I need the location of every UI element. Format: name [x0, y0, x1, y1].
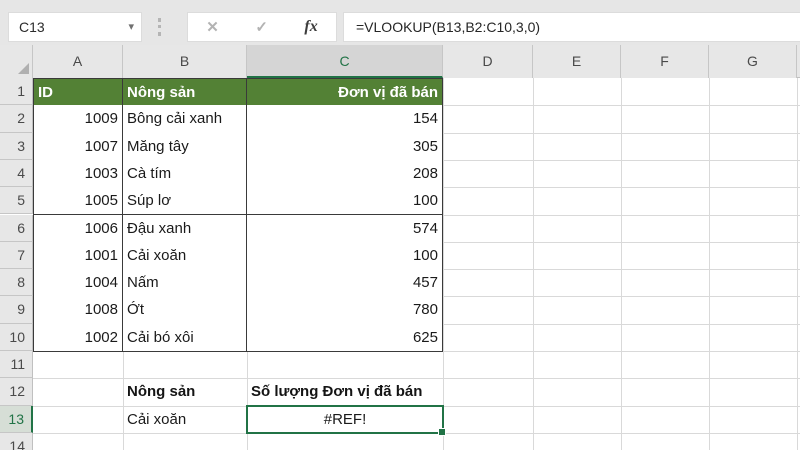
cell-A10[interactable]: 1002 — [33, 323, 123, 352]
cell-C10[interactable]: 625 — [247, 323, 443, 352]
row-header-5[interactable]: 5 — [0, 187, 33, 215]
cell-C1[interactable]: Đơn vị đã bán — [247, 78, 443, 107]
cell-C4[interactable]: 208 — [247, 159, 443, 189]
row-header-13[interactable]: 13 — [0, 405, 33, 433]
cell-A5[interactable]: 1005 — [33, 187, 123, 216]
cell-B13[interactable]: Cải xoăn — [127, 410, 187, 428]
name-box-value: C13 — [19, 19, 45, 35]
cell-B9[interactable]: Ớt — [123, 296, 247, 325]
cell-C8[interactable]: 457 — [247, 269, 443, 298]
cell-A4[interactable]: 1003 — [33, 159, 123, 189]
cell-B3[interactable]: Măng tây — [123, 132, 247, 161]
column-header-A[interactable]: A — [33, 45, 123, 78]
cell-A1[interactable]: ID — [33, 78, 123, 107]
name-box-dropdown-icon[interactable]: ▾ — [128, 21, 134, 33]
selection-box[interactable] — [246, 404, 446, 436]
cell-C6[interactable]: 574 — [247, 214, 443, 243]
cell-A7[interactable]: 1001 — [33, 241, 123, 271]
cell-B12[interactable]: Nông sản — [127, 383, 196, 401]
cell-B4[interactable]: Cà tím — [123, 159, 247, 189]
cell-C2[interactable]: 154 — [247, 105, 443, 134]
formula-bar-area: C13 ▾ ✕ ✓ fx =VLOOKUP(B13,B2:C10,3,0) — [0, 0, 800, 45]
gridline-vertical — [797, 78, 798, 450]
column-header-B[interactable]: B — [123, 45, 247, 78]
cell-B6[interactable]: Đậu xanh — [123, 214, 247, 243]
row-header-3[interactable]: 3 — [0, 132, 33, 160]
cell-B10[interactable]: Cải bó xôi — [123, 323, 247, 352]
cell-B5[interactable]: Súp lơ — [123, 187, 247, 216]
enter-icon[interactable]: ✓ — [255, 19, 268, 36]
cell-C7[interactable]: 100 — [247, 241, 443, 271]
column-header-F[interactable]: F — [621, 45, 709, 78]
cell-C5[interactable]: 100 — [247, 187, 443, 216]
cell-B2[interactable]: Bông cải xanh — [123, 105, 247, 134]
row-header-7[interactable]: 7 — [0, 241, 33, 270]
column-header-D[interactable]: D — [443, 45, 533, 78]
cell-C3[interactable]: 305 — [247, 132, 443, 161]
row-header-8[interactable]: 8 — [0, 269, 33, 297]
row-header-9[interactable]: 9 — [0, 296, 33, 324]
row-header-10[interactable]: 10 — [0, 323, 33, 351]
cell-B7[interactable]: Cải xoăn — [123, 241, 247, 271]
select-all-triangle-icon — [18, 63, 29, 74]
column-header-G[interactable]: G — [709, 45, 797, 78]
row-header-14[interactable]: 14 — [0, 432, 33, 450]
row-header-2[interactable]: 2 — [0, 105, 33, 133]
cell-A9[interactable]: 1008 — [33, 296, 123, 325]
gridline-vertical — [621, 78, 622, 450]
formula-input[interactable]: =VLOOKUP(B13,B2:C10,3,0) — [343, 12, 800, 42]
cell-A8[interactable]: 1004 — [33, 269, 123, 298]
formula-text: =VLOOKUP(B13,B2:C10,3,0) — [356, 19, 541, 35]
gridline-vertical — [533, 78, 534, 450]
cell-A6[interactable]: 1006 — [33, 214, 123, 243]
cell-C13[interactable]: #REF! — [323, 410, 367, 428]
cancel-icon[interactable]: ✕ — [206, 19, 219, 36]
cell-A2[interactable]: 1009 — [33, 105, 123, 134]
cell-B1[interactable]: Nông sản — [123, 78, 247, 107]
cell-A3[interactable]: 1007 — [33, 132, 123, 161]
cell-C9[interactable]: 780 — [247, 296, 443, 325]
fill-handle[interactable] — [438, 427, 446, 436]
formula-bar-grip-icon — [158, 18, 161, 36]
insert-function-icon[interactable]: fx — [304, 18, 318, 35]
formula-buttons: ✕ ✓ fx — [187, 12, 337, 42]
column-header-C[interactable]: C — [247, 45, 443, 78]
gridline-vertical — [443, 78, 444, 450]
row-header-6[interactable]: 6 — [0, 214, 33, 242]
name-box[interactable]: C13 ▾ — [8, 12, 142, 42]
cell-C12[interactable]: Số lượng Đơn vị đã bán — [251, 383, 423, 401]
row-header-4[interactable]: 4 — [0, 159, 33, 188]
row-header-12[interactable]: 12 — [0, 378, 33, 406]
gridline-vertical — [709, 78, 710, 450]
row-header-11[interactable]: 11 — [0, 351, 33, 379]
select-all-button[interactable] — [0, 45, 33, 78]
cell-B8[interactable]: Nấm — [123, 269, 247, 298]
gridline-horizontal — [33, 378, 800, 380]
column-header-E[interactable]: E — [533, 45, 621, 78]
row-header-1[interactable]: 1 — [0, 78, 33, 106]
